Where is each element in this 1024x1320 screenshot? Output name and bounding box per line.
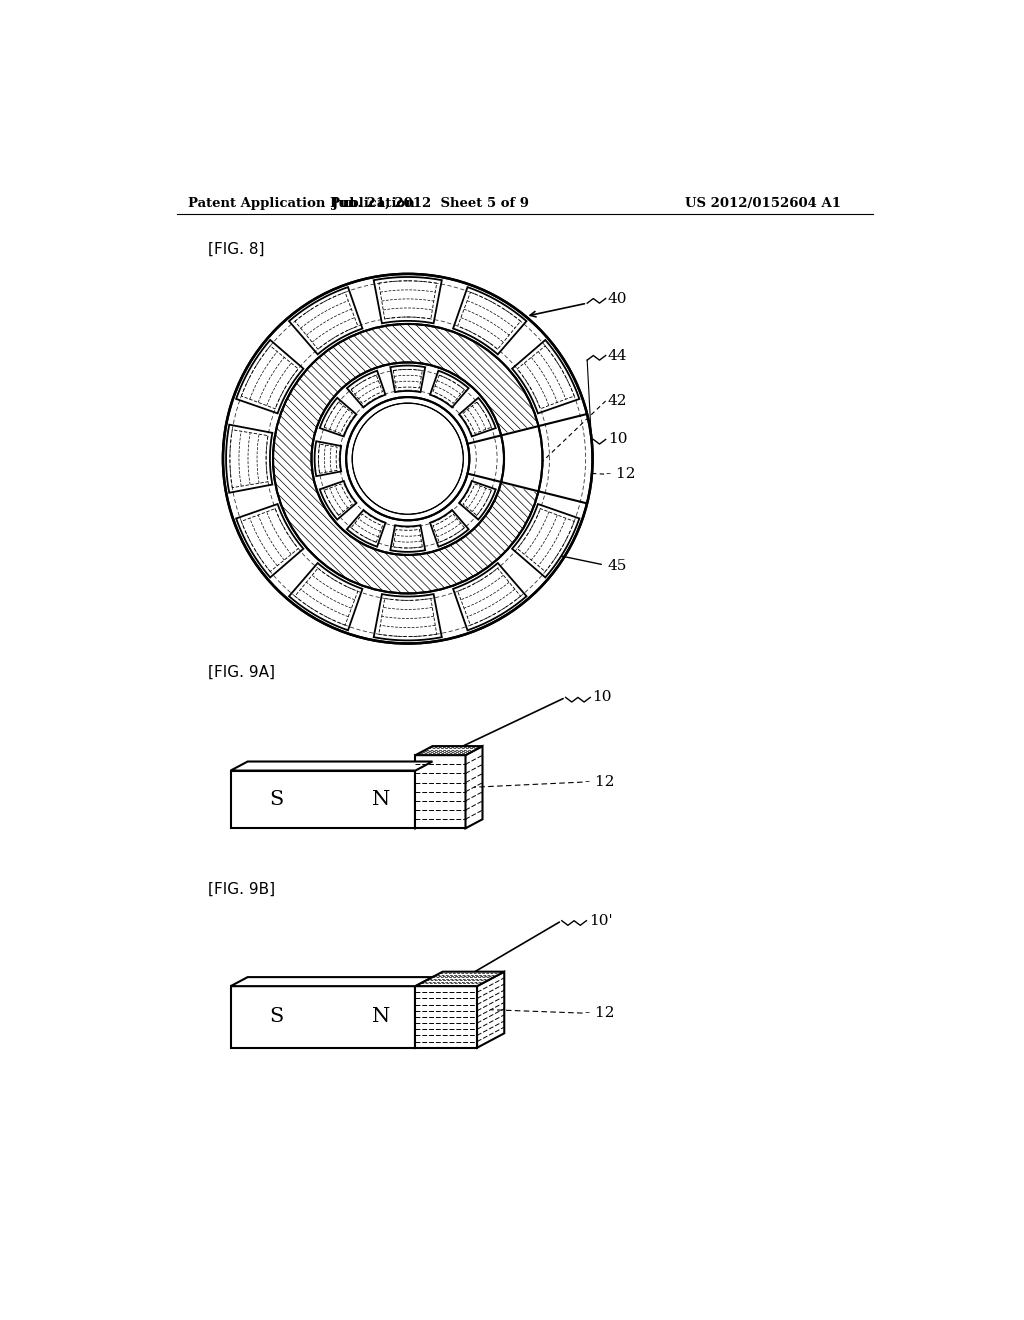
- Polygon shape: [230, 986, 416, 1048]
- Polygon shape: [237, 341, 303, 413]
- Polygon shape: [416, 977, 432, 1048]
- Text: [FIG. 8]: [FIG. 8]: [208, 242, 264, 256]
- Polygon shape: [230, 771, 416, 829]
- Text: [FIG. 9B]: [FIG. 9B]: [208, 882, 274, 898]
- Text: S: S: [269, 789, 284, 809]
- Polygon shape: [390, 525, 425, 552]
- Circle shape: [219, 271, 596, 647]
- Polygon shape: [459, 397, 496, 437]
- Polygon shape: [416, 755, 466, 829]
- Polygon shape: [453, 564, 526, 631]
- Polygon shape: [347, 510, 385, 546]
- Polygon shape: [237, 504, 303, 577]
- Text: N: N: [372, 1007, 390, 1027]
- Polygon shape: [416, 986, 477, 1048]
- Text: S: S: [269, 1007, 284, 1027]
- Text: Jun. 21, 2012  Sheet 5 of 9: Jun. 21, 2012 Sheet 5 of 9: [333, 197, 529, 210]
- Polygon shape: [416, 746, 482, 755]
- Text: 40: 40: [608, 292, 628, 305]
- Polygon shape: [374, 594, 441, 640]
- Polygon shape: [390, 366, 425, 392]
- Text: 45: 45: [608, 560, 628, 573]
- Text: N: N: [372, 789, 390, 809]
- Polygon shape: [416, 972, 504, 986]
- Polygon shape: [314, 441, 341, 477]
- Text: 44: 44: [608, 348, 628, 363]
- Polygon shape: [430, 371, 469, 408]
- Polygon shape: [347, 371, 385, 408]
- Text: - 12: - 12: [606, 467, 636, 480]
- Text: 10': 10': [589, 913, 612, 928]
- Polygon shape: [319, 480, 356, 520]
- Polygon shape: [374, 277, 441, 323]
- Polygon shape: [477, 972, 504, 1048]
- Text: - 12: - 12: [585, 1006, 614, 1020]
- Polygon shape: [226, 425, 272, 492]
- Text: 42: 42: [608, 393, 628, 408]
- Polygon shape: [466, 746, 482, 829]
- Polygon shape: [430, 510, 469, 546]
- Polygon shape: [289, 286, 362, 354]
- Text: Patent Application Publication: Patent Application Publication: [188, 197, 415, 210]
- Text: - 12: - 12: [585, 775, 614, 789]
- Text: US 2012/0152604 A1: US 2012/0152604 A1: [685, 197, 841, 210]
- Circle shape: [353, 404, 463, 513]
- Circle shape: [353, 404, 463, 513]
- Text: 10: 10: [593, 690, 612, 705]
- Polygon shape: [512, 341, 580, 413]
- Polygon shape: [457, 411, 600, 507]
- Polygon shape: [230, 762, 432, 771]
- Polygon shape: [416, 762, 432, 829]
- Text: 10: 10: [608, 433, 628, 446]
- Text: [FIG. 9A]: [FIG. 9A]: [208, 665, 274, 680]
- Polygon shape: [230, 977, 432, 986]
- Polygon shape: [319, 397, 356, 437]
- Polygon shape: [453, 286, 526, 354]
- Polygon shape: [289, 564, 362, 631]
- Polygon shape: [512, 504, 580, 577]
- Polygon shape: [459, 480, 496, 520]
